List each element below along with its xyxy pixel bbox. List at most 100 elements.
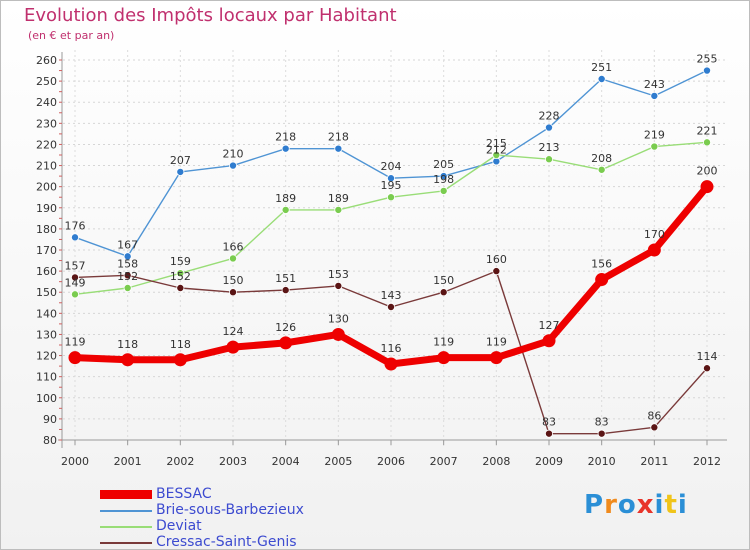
- data-label-bessac: 119: [486, 336, 507, 349]
- data-label-deviat: 213: [539, 141, 560, 154]
- logo-letter: P: [584, 490, 605, 520]
- data-label-bessac: 118: [117, 338, 138, 351]
- data-point-bessac: [489, 351, 503, 365]
- data-point-deviat: [650, 142, 659, 151]
- data-point-deviat: [334, 205, 343, 214]
- legend-label-deviat: Deviat: [156, 518, 202, 534]
- x-tick-label: 2006: [377, 455, 405, 468]
- y-tick-label: 90: [43, 413, 57, 426]
- data-label-cressac-saint-genis: 114: [697, 350, 718, 363]
- legend-label-bessac: BESSAC: [156, 486, 212, 502]
- data-label-cressac-saint-genis: 83: [542, 416, 556, 429]
- data-label-brie-sous-barbezieux: 212: [486, 143, 507, 156]
- data-label-cressac-saint-genis: 152: [170, 270, 191, 283]
- data-label-brie-sous-barbezieux: 167: [117, 238, 138, 251]
- logo-letter: t: [664, 490, 678, 520]
- data-label-deviat: 159: [170, 255, 191, 268]
- data-point-brie-sous-barbezieux: [228, 161, 237, 170]
- data-label-deviat: 219: [644, 129, 665, 142]
- chart-subtitle: (en € et par an): [28, 29, 115, 42]
- x-tick-label: 2007: [430, 455, 458, 468]
- data-point-brie-sous-barbezieux: [545, 123, 554, 132]
- data-point-deviat: [386, 193, 395, 202]
- data-point-cressac-saint-genis: [545, 429, 554, 438]
- x-tick-label: 2001: [114, 455, 142, 468]
- data-point-brie-sous-barbezieux: [281, 144, 290, 153]
- data-label-cressac-saint-genis: 158: [117, 257, 138, 270]
- data-label-deviat: 149: [65, 276, 86, 289]
- data-point-deviat: [176, 269, 185, 278]
- data-label-brie-sous-barbezieux: 210: [223, 148, 244, 161]
- data-label-brie-sous-barbezieux: 207: [170, 154, 191, 167]
- data-point-deviat: [228, 254, 237, 263]
- x-tick-label: 2008: [482, 455, 510, 468]
- y-tick-label: 150: [36, 286, 57, 299]
- data-point-brie-sous-barbezieux: [386, 174, 395, 183]
- data-point-brie-sous-barbezieux: [597, 75, 606, 84]
- data-label-brie-sous-barbezieux: 251: [591, 61, 612, 74]
- data-label-brie-sous-barbezieux: 255: [697, 53, 718, 66]
- x-tick-label: 2003: [219, 455, 247, 468]
- data-point-brie-sous-barbezieux: [123, 252, 132, 261]
- data-point-brie-sous-barbezieux: [334, 144, 343, 153]
- logo-letter: x: [636, 490, 655, 520]
- y-tick-label: 220: [36, 138, 57, 151]
- logo-letter: i: [677, 490, 688, 520]
- legend-swatch-cressac-saint-genis: [100, 542, 152, 544]
- data-label-bessac: 126: [275, 321, 296, 334]
- data-label-deviat: 166: [223, 240, 244, 253]
- y-tick-label: 120: [36, 350, 57, 363]
- legend-label-brie-sous-barbezieux: Brie-sous-Barbezieux: [156, 502, 304, 518]
- y-tick-label: 200: [36, 181, 57, 194]
- data-point-cressac-saint-genis: [176, 283, 185, 292]
- data-point-cressac-saint-genis: [71, 273, 80, 282]
- data-point-brie-sous-barbezieux: [71, 233, 80, 242]
- data-point-cressac-saint-genis: [386, 302, 395, 311]
- data-point-deviat: [492, 150, 501, 159]
- data-point-brie-sous-barbezieux: [439, 172, 448, 181]
- data-point-deviat: [545, 155, 554, 164]
- data-label-brie-sous-barbezieux: 204: [381, 160, 402, 173]
- data-label-bessac: 200: [697, 165, 718, 178]
- data-point-cressac-saint-genis: [228, 288, 237, 297]
- data-point-bessac: [647, 243, 661, 257]
- y-tick-label: 160: [36, 265, 57, 278]
- data-point-bessac: [121, 353, 135, 367]
- legend-label-cressac-saint-genis: Cressac-Saint-Genis: [156, 534, 297, 550]
- data-label-bessac: 119: [433, 336, 454, 349]
- data-point-bessac: [331, 327, 345, 341]
- data-point-cressac-saint-genis: [123, 271, 132, 280]
- x-tick-label: 2000: [61, 455, 89, 468]
- data-point-bessac: [226, 340, 240, 354]
- data-point-deviat: [439, 186, 448, 195]
- data-label-bessac: 170: [644, 228, 665, 241]
- data-label-cressac-saint-genis: 150: [223, 274, 244, 287]
- data-label-deviat: 215: [486, 137, 507, 150]
- data-label-cressac-saint-genis: 143: [381, 289, 402, 302]
- series-layer: [68, 66, 714, 438]
- data-label-brie-sous-barbezieux: 205: [433, 158, 454, 171]
- y-tick-label: 130: [36, 328, 57, 341]
- data-label-deviat: 189: [328, 192, 349, 205]
- y-tick-label: 180: [36, 223, 57, 236]
- x-tick-label: 2004: [272, 455, 300, 468]
- data-label-deviat: 198: [433, 173, 454, 186]
- data-point-cressac-saint-genis: [439, 288, 448, 297]
- data-label-bessac: 127: [539, 319, 560, 332]
- proxiti-logo: Proxiti: [584, 490, 688, 520]
- data-label-cressac-saint-genis: 160: [486, 253, 507, 266]
- data-label-deviat: 152: [117, 270, 138, 283]
- data-label-deviat: 195: [381, 179, 402, 192]
- y-tick-label: 260: [36, 54, 57, 67]
- data-label-bessac: 130: [328, 312, 349, 325]
- data-point-bessac: [595, 273, 609, 287]
- data-point-cressac-saint-genis: [597, 429, 606, 438]
- data-label-deviat: 221: [697, 124, 718, 137]
- data-point-deviat: [703, 138, 712, 147]
- logo-letter: i: [654, 490, 665, 520]
- y-tick-label: 210: [36, 160, 57, 173]
- data-label-cressac-saint-genis: 157: [65, 259, 86, 272]
- data-point-bessac: [437, 351, 451, 365]
- x-tick-label: 2005: [324, 455, 352, 468]
